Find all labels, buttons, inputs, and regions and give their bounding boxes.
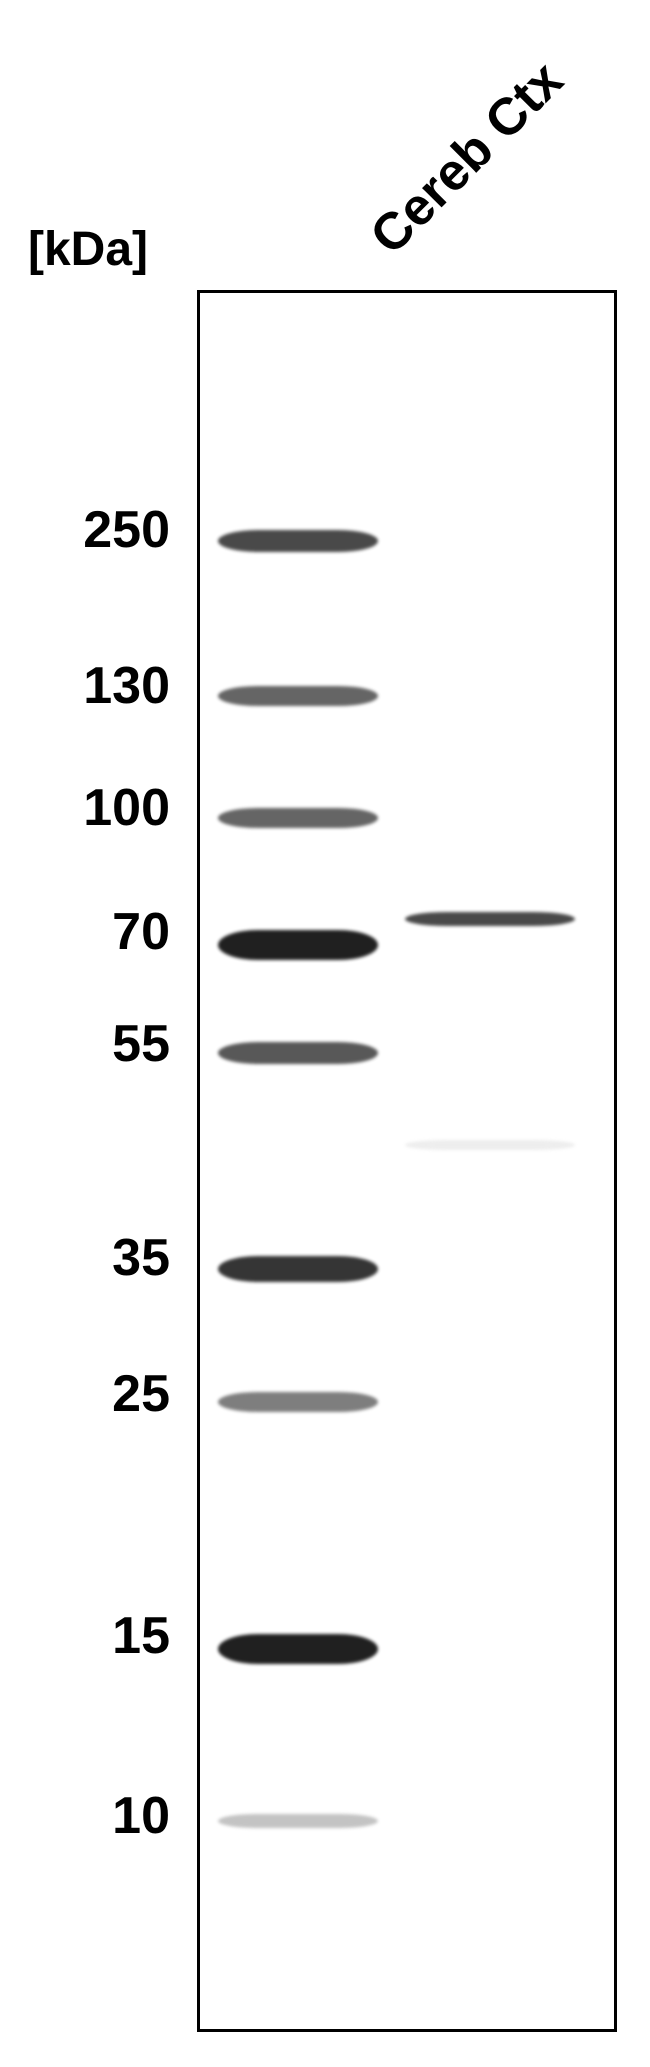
mw-label-25: 25 xyxy=(0,1364,170,1424)
ladder-band-100 xyxy=(218,808,378,828)
mw-label-35: 35 xyxy=(0,1228,170,1288)
mw-label-55: 55 xyxy=(0,1014,170,1074)
mw-label-70: 70 xyxy=(0,902,170,962)
ladder-band-55 xyxy=(218,1042,378,1064)
ladder-band-25 xyxy=(218,1392,378,1412)
ladder-band-15 xyxy=(218,1634,378,1664)
mw-label-10: 10 xyxy=(0,1786,170,1846)
ladder-band-10 xyxy=(218,1814,378,1828)
sample-band-main xyxy=(405,912,575,926)
ladder-band-70 xyxy=(218,930,378,960)
sample-band-faint xyxy=(405,1140,575,1150)
ladder-band-35 xyxy=(218,1256,378,1282)
mw-label-15: 15 xyxy=(0,1606,170,1666)
ladder-band-130 xyxy=(218,686,378,706)
mw-label-250: 250 xyxy=(0,500,170,560)
mw-label-130: 130 xyxy=(0,656,170,716)
kda-unit-label: [kDa] xyxy=(28,222,148,277)
mw-label-100: 100 xyxy=(0,778,170,838)
ladder-band-250 xyxy=(218,530,378,552)
sample-lane-label: Cereb Ctx xyxy=(359,50,575,266)
